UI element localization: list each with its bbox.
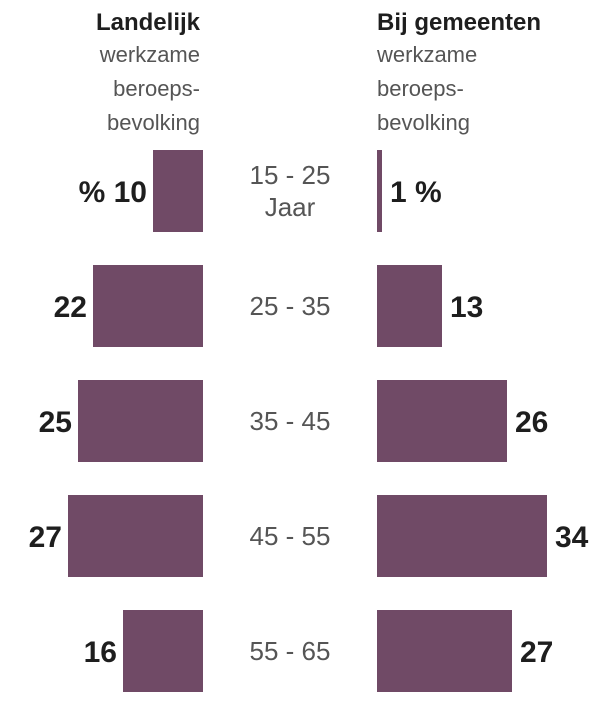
age-category-label: 45 - 55: [250, 521, 331, 551]
right-bar: [377, 495, 547, 577]
age-category-label: 25 - 35: [250, 291, 331, 321]
right-bar: [377, 610, 512, 692]
left-bar: [78, 380, 203, 462]
left-bar: [153, 150, 203, 232]
right-value-label: 26: [515, 406, 548, 439]
left-bar: [93, 265, 203, 347]
age-category-label: 55 - 65: [250, 636, 331, 666]
right-value-label: 34: [555, 521, 589, 554]
left-header-subtitle-1: werkzame: [99, 42, 200, 67]
right-value-label: 1 %: [390, 176, 442, 209]
left-header: Landelijk werkzame beroeps- bevolking: [96, 9, 201, 135]
right-bar: [377, 380, 507, 462]
left-header-subtitle-3: bevolking: [107, 110, 200, 135]
right-header: Bij gemeenten werkzame beroeps- bevolkin…: [376, 9, 541, 135]
left-value-label: 16: [84, 636, 117, 669]
left-value-label: 25: [39, 406, 72, 439]
right-bar: [377, 150, 382, 232]
age-category-label: Jaar: [265, 192, 316, 222]
left-value-label: % 10: [79, 176, 147, 209]
right-header-title: Bij gemeenten: [377, 9, 541, 36]
right-header-subtitle-1: werkzame: [376, 42, 477, 67]
left-header-title: Landelijk: [96, 9, 201, 36]
right-header-subtitle-2: beroeps-: [377, 76, 464, 101]
left-bar: [123, 610, 203, 692]
right-bar: [377, 265, 442, 347]
left-value-label: 22: [54, 291, 87, 324]
right-value-label: 13: [450, 291, 483, 324]
left-bar: [68, 495, 203, 577]
left-value-label: 27: [29, 521, 62, 554]
right-header-subtitle-3: bevolking: [377, 110, 470, 135]
left-header-subtitle-2: beroeps-: [113, 76, 200, 101]
age-category-label: 15 - 25: [250, 160, 331, 190]
age-category-label: 35 - 45: [250, 406, 331, 436]
right-value-label: 27: [520, 636, 553, 669]
